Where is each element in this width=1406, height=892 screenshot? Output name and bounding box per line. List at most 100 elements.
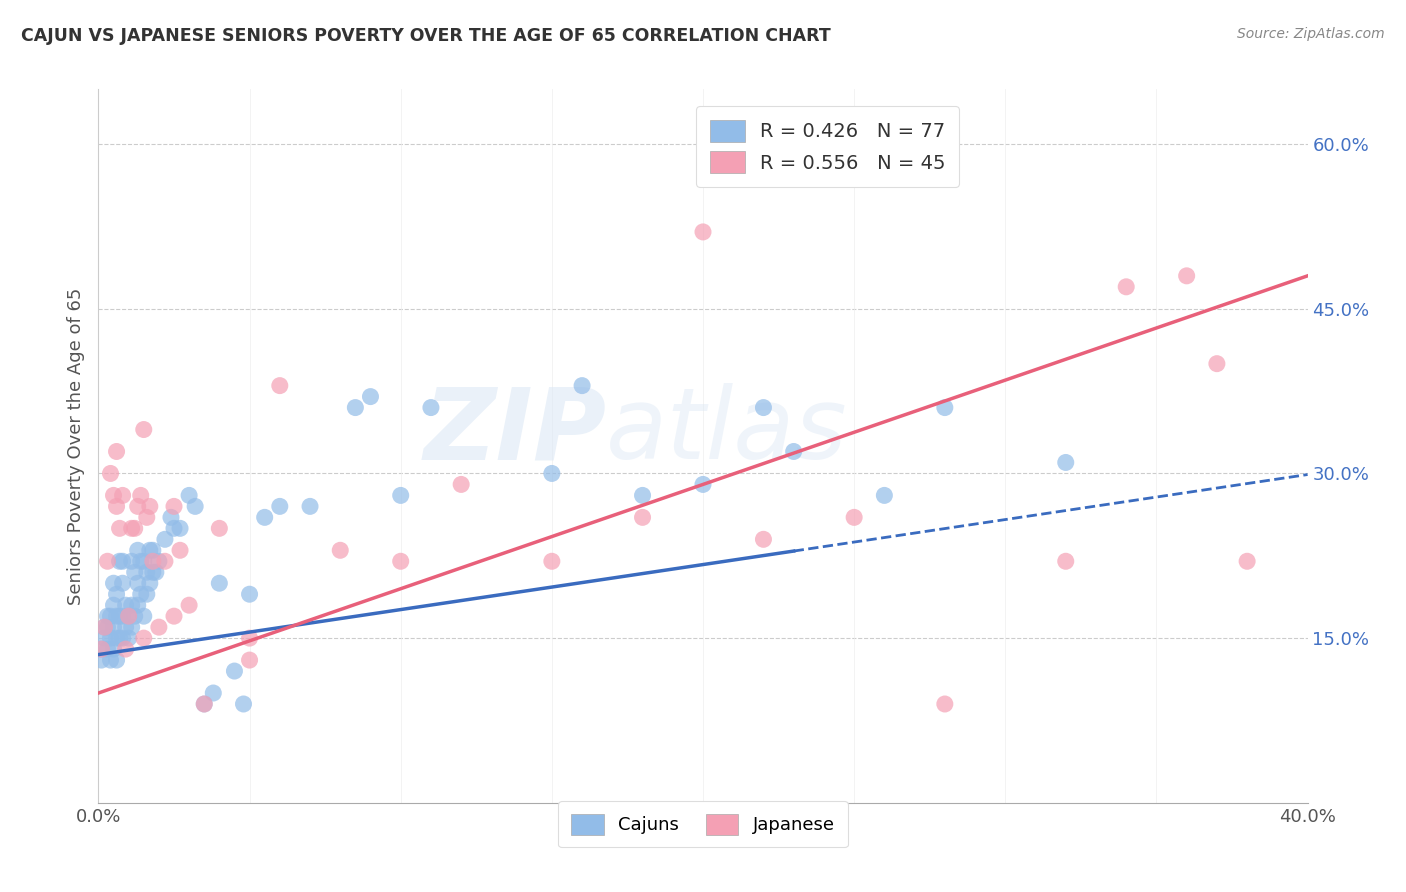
Point (108, 631, 131, 645)
Point (93, 620, 115, 634)
Point (148, 620, 170, 634)
Point (129, 587, 152, 601)
Point (121, 620, 143, 634)
Point (135, 510, 157, 524)
Point (169, 521, 191, 535)
Point (90, 642, 112, 657)
Point (934, 697, 956, 711)
Point (129, 488, 152, 502)
Point (111, 554, 134, 568)
Text: ZIP: ZIP (423, 384, 606, 480)
Point (1054, 554, 1077, 568)
Point (1115, 280, 1137, 294)
Point (93, 631, 115, 645)
Point (96, 554, 118, 568)
Point (127, 576, 149, 591)
Point (389, 488, 412, 502)
Point (103, 642, 125, 657)
Point (202, 686, 225, 700)
Point (208, 576, 231, 591)
Point (389, 554, 412, 568)
Point (114, 598, 136, 612)
Point (132, 631, 155, 645)
Point (873, 488, 896, 502)
Point (239, 653, 262, 667)
Point (127, 500, 149, 514)
Point (108, 609, 131, 624)
Point (540, 467, 562, 481)
Point (132, 554, 155, 568)
Point (253, 510, 276, 524)
Point (121, 598, 143, 612)
Y-axis label: Seniors Poverty Over the Age of 65: Seniors Poverty Over the Age of 65 (66, 287, 84, 605)
Point (111, 609, 134, 624)
Point (108, 554, 131, 568)
Point (132, 609, 155, 624)
Point (145, 566, 167, 580)
Point (127, 543, 149, 558)
Point (1175, 268, 1198, 283)
Point (105, 587, 128, 601)
Point (752, 533, 775, 547)
Point (139, 576, 162, 591)
Point (118, 631, 141, 645)
Point (239, 587, 262, 601)
Point (184, 500, 207, 514)
Point (105, 609, 128, 624)
Point (105, 500, 128, 514)
Point (121, 521, 143, 535)
Point (103, 620, 125, 634)
Point (139, 543, 162, 558)
Point (160, 510, 183, 524)
Point (135, 566, 157, 580)
Point (124, 609, 146, 624)
Point (90, 653, 112, 667)
Point (163, 521, 186, 535)
Point (135, 587, 157, 601)
Point (142, 554, 165, 568)
Point (163, 500, 186, 514)
Point (96, 642, 118, 657)
Point (540, 554, 562, 568)
Point (105, 631, 128, 645)
Point (111, 631, 134, 645)
Point (100, 631, 122, 645)
Point (142, 566, 165, 580)
Point (100, 609, 122, 624)
Point (299, 500, 322, 514)
Point (103, 576, 125, 591)
Point (90, 642, 112, 657)
Point (96, 609, 118, 624)
Point (111, 576, 134, 591)
Point (139, 500, 162, 514)
Point (193, 697, 215, 711)
Point (124, 566, 146, 580)
Point (631, 510, 654, 524)
Point (108, 521, 131, 535)
Point (111, 488, 134, 502)
Point (571, 378, 593, 392)
Point (153, 554, 176, 568)
Point (232, 697, 254, 711)
Point (1054, 455, 1077, 469)
Point (153, 533, 176, 547)
Point (129, 554, 152, 568)
Point (114, 642, 136, 657)
Point (692, 477, 714, 491)
Point (93, 620, 115, 634)
Point (239, 631, 262, 645)
Point (179, 488, 201, 502)
Point (121, 554, 143, 568)
Point (100, 467, 122, 481)
Point (844, 510, 866, 524)
Point (118, 609, 141, 624)
Point (1236, 554, 1258, 568)
Point (179, 598, 201, 612)
Point (105, 653, 128, 667)
Legend: Cajuns, Japanese: Cajuns, Japanese (558, 801, 848, 847)
Point (103, 488, 125, 502)
Text: Source: ZipAtlas.com: Source: ZipAtlas.com (1237, 27, 1385, 41)
Point (329, 543, 352, 558)
Point (631, 488, 654, 502)
Text: CAJUN VS JAPANESE SENIORS POVERTY OVER THE AGE OF 65 CORRELATION CHART: CAJUN VS JAPANESE SENIORS POVERTY OVER T… (21, 27, 831, 45)
